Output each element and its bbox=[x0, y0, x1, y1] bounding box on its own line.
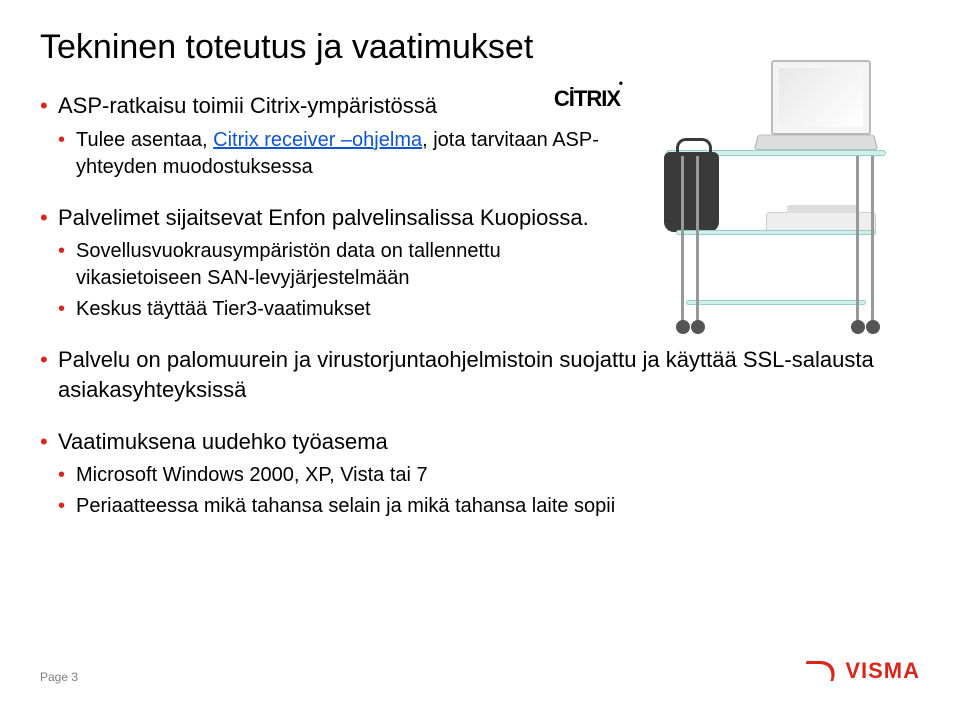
bullet-2-sub-2: Keskus täyttää Tier3-vaatimukset bbox=[58, 296, 600, 323]
visma-swoosh-icon bbox=[803, 661, 837, 681]
citrix-receiver-link[interactable]: Citrix receiver –ohjelma bbox=[213, 129, 422, 151]
bullet-2-text: Palvelimet sijaitsevat Enfon palvelinsal… bbox=[58, 205, 589, 230]
computer-desk-illustration bbox=[626, 20, 926, 370]
desk-leg-icon bbox=[696, 156, 699, 326]
desk-wheel-icon bbox=[676, 320, 690, 334]
page-number: Page 3 bbox=[40, 670, 78, 684]
bullet-4-sub-2: Periaatteessa mikä tahansa selain ja mik… bbox=[58, 493, 920, 520]
desk-wheel-icon bbox=[866, 320, 880, 334]
bullet-2-sub-1: Sovellusvuokrausympäristön data on talle… bbox=[58, 238, 600, 292]
desk-leg-icon bbox=[856, 156, 859, 326]
laptop-bag-icon bbox=[664, 152, 719, 232]
bullet-4: Vaatimuksena uudehko työasema Microsoft … bbox=[40, 427, 920, 521]
bullet-1: ASP-ratkaisu toimii Citrix-ympäristössä … bbox=[40, 91, 600, 181]
footer: Page 3 VISMA bbox=[40, 658, 920, 684]
bullet-1-sub-1-a: Tulee asentaa, bbox=[76, 129, 213, 151]
desk-wheel-icon bbox=[851, 320, 865, 334]
desk-shelf-bottom-icon bbox=[686, 300, 866, 305]
bullet-1-sub-1: Tulee asentaa, Citrix receiver –ohjelma,… bbox=[58, 127, 600, 181]
bullet-4-sub-1: Microsoft Windows 2000, XP, Vista tai 7 bbox=[58, 462, 920, 489]
desk-leg-icon bbox=[871, 156, 874, 326]
visma-logo: VISMA bbox=[803, 658, 920, 684]
bullet-1-text: ASP-ratkaisu toimii Citrix-ympäristössä bbox=[58, 93, 437, 118]
desk-shelf-mid-icon bbox=[676, 230, 876, 235]
slide: Tekninen toteutus ja vaatimukset CİTRIX … bbox=[0, 0, 960, 702]
visma-logo-text: VISMA bbox=[845, 658, 920, 684]
bullet-4-text: Vaatimuksena uudehko työasema bbox=[58, 429, 388, 454]
laptop-base-icon bbox=[754, 135, 878, 150]
bullet-2: Palvelimet sijaitsevat Enfon palvelinsal… bbox=[40, 203, 600, 324]
laptop-screen-icon bbox=[771, 60, 871, 135]
desk-leg-icon bbox=[681, 156, 684, 326]
desk-wheel-icon bbox=[691, 320, 705, 334]
